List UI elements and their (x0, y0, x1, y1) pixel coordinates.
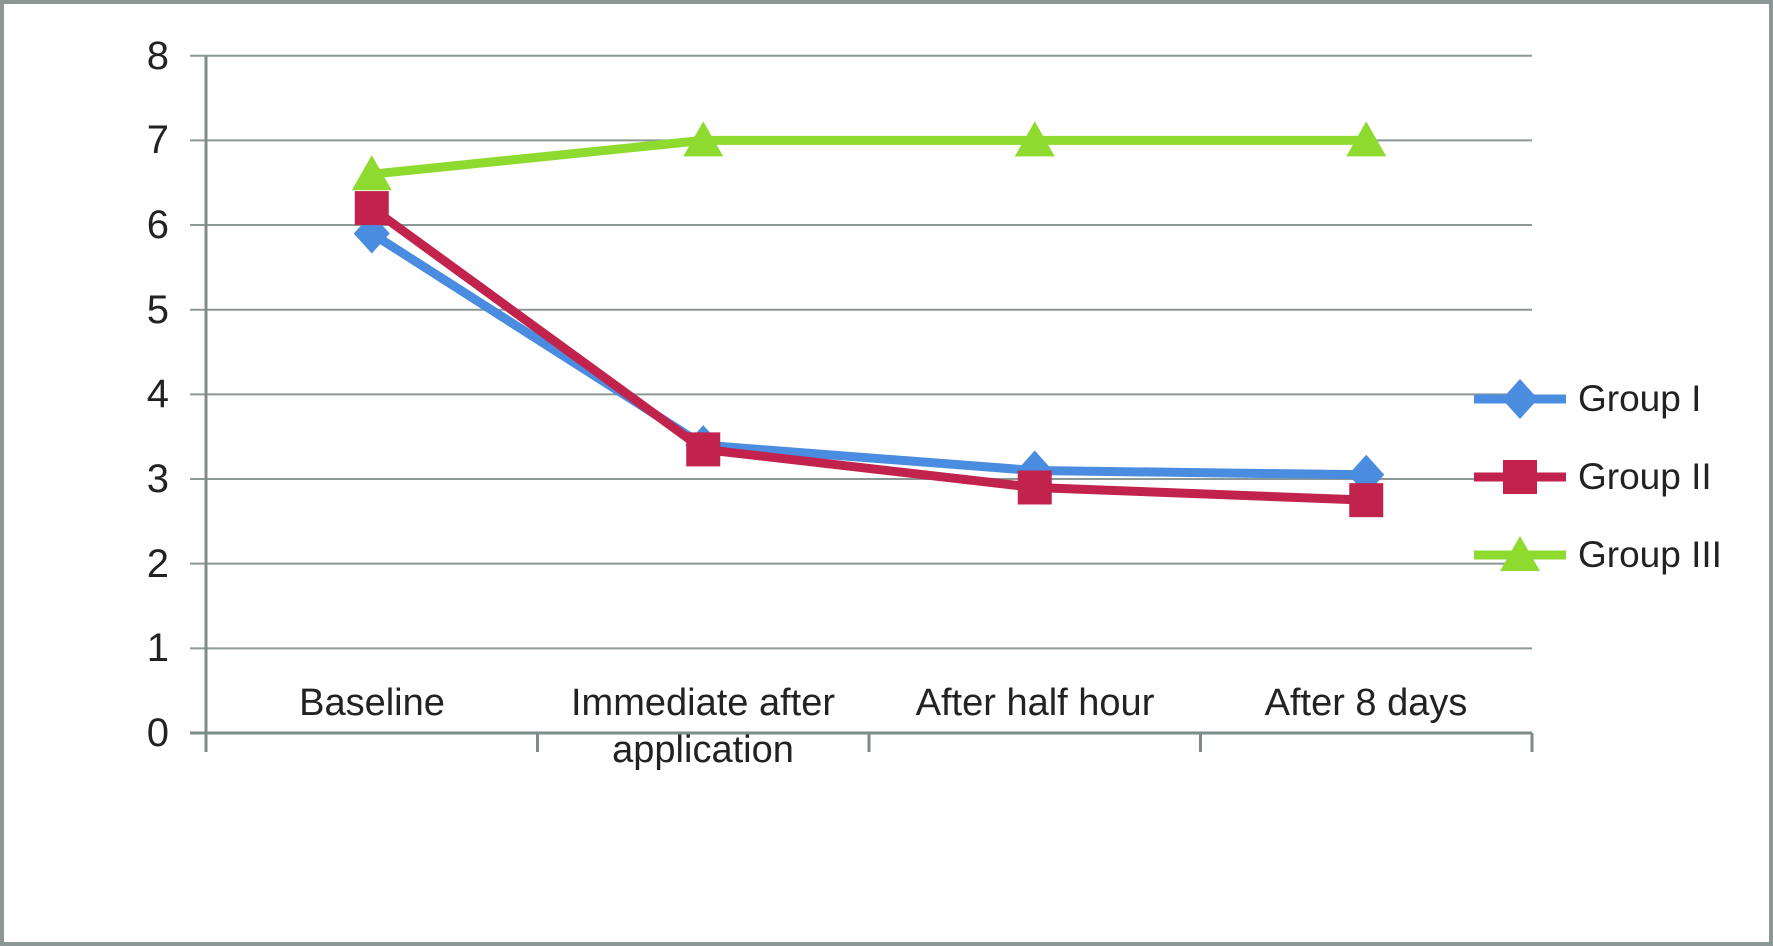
square-marker-icon (1503, 460, 1537, 494)
legend-item-group-iii: Group III (1474, 533, 1722, 577)
triangle-marker-icon (683, 121, 724, 157)
x-label-after-8-days: After 8 days (1264, 682, 1468, 724)
line-chart-canvas (190, 54, 1534, 752)
y-axis-tick-label: 8 (146, 33, 169, 78)
y-axis-tick-label: 0 (146, 711, 169, 755)
series-line-group-ii (369, 204, 1367, 505)
triangle-marker-icon (1474, 536, 1566, 571)
legend-item-group-i: Group I (1474, 377, 1701, 421)
square-marker-icon (1474, 460, 1566, 494)
diamond-marker-icon (1474, 379, 1566, 419)
y-axis-tick-label: 2 (146, 541, 169, 586)
x-label-immediate-after-application: Immediate after application (571, 682, 835, 771)
y-axis-tick-label: 5 (146, 287, 169, 332)
series-line-group-iii (371, 135, 1367, 179)
diamond-marker-icon (1502, 379, 1538, 419)
y-axis-tick-label: 1 (146, 626, 169, 671)
series-line-group-i (369, 229, 1367, 480)
x-label-after-half-hour: After half hour (915, 682, 1155, 724)
square-marker-icon (1349, 483, 1384, 518)
legend-item-group-ii: Group II (1474, 455, 1712, 499)
legend-label-group-iii: Group III (1578, 534, 1722, 575)
triangle-marker-icon (351, 155, 392, 191)
y-axis-tick-label: 4 (146, 372, 169, 417)
legend-label-group-ii: Group II (1578, 456, 1712, 497)
y-axis-tick-label: 3 (146, 457, 169, 501)
y-axis-tick-label: 6 (146, 203, 169, 248)
triangle-marker-icon (1014, 121, 1055, 157)
x-label-baseline: Baseline (299, 682, 445, 724)
square-marker-icon (1017, 470, 1052, 505)
y-axis-tick-label: 7 (146, 118, 169, 163)
square-marker-icon (354, 191, 389, 226)
square-marker-icon (686, 432, 721, 467)
triangle-marker-icon (1500, 536, 1540, 571)
legend-label-group-i: Group I (1578, 378, 1702, 419)
triangle-marker-icon (1346, 121, 1387, 157)
